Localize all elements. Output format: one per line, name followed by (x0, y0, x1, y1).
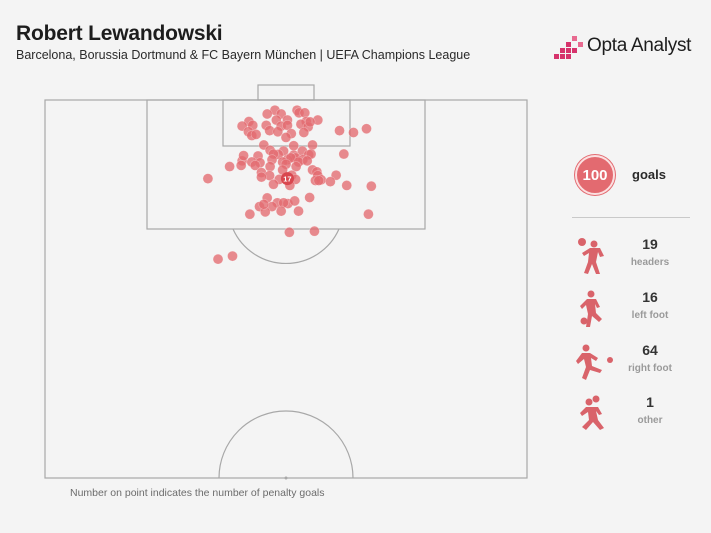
stat-right-foot: 64 right foot (560, 342, 700, 390)
goal-point (338, 148, 350, 160)
goal-point (284, 227, 295, 238)
total-goals-label: goals (632, 167, 666, 182)
goal-point (280, 132, 292, 143)
stat-label: headers (630, 257, 670, 268)
penalty-goals-label: 17 (283, 175, 291, 184)
goal-point (250, 129, 262, 140)
goal-point (264, 161, 276, 172)
brand-mark-icon (554, 36, 583, 59)
goal (257, 84, 315, 101)
stats-panel: 100 goals 19 headers 16 left foot 64 rig… (560, 0, 700, 533)
goal-point (325, 176, 336, 187)
stat-label: right foot (628, 363, 672, 374)
goal-point (238, 150, 249, 161)
centre-circle (218, 410, 354, 479)
stat-left-foot: 16 left foot (560, 289, 700, 337)
goal-point (298, 127, 310, 138)
header-player-icon (578, 238, 604, 274)
stat-value: 16 (642, 289, 658, 305)
penalty-arc (232, 228, 340, 265)
goal-point (202, 173, 214, 184)
pitch-chart: 17 (44, 84, 528, 480)
goal-point (261, 108, 273, 120)
stats-divider (572, 217, 690, 218)
goal-point (268, 178, 279, 190)
goal-point (288, 140, 300, 152)
footnote: Number on point indicates the number of … (70, 487, 325, 499)
goal-point (348, 127, 359, 138)
goal-point (301, 155, 313, 167)
right-foot-player-icon (576, 344, 613, 380)
goal-point (330, 169, 342, 181)
goal-point (212, 253, 224, 265)
goal-point (290, 161, 302, 172)
goal-point (309, 225, 320, 237)
chart-subtitle: Barcelona, Borussia Dortmund & FC Bayern… (16, 48, 471, 62)
goal-point (334, 125, 345, 136)
goal-point (313, 175, 325, 186)
goal-point (258, 199, 270, 210)
goal-point (256, 171, 267, 183)
stat-label: other (637, 415, 663, 426)
stat-value: 1 (646, 394, 654, 410)
goal-point (299, 107, 311, 119)
goal-point (304, 116, 316, 128)
stat-other: 1 other (560, 394, 700, 442)
goal-point (307, 139, 318, 151)
goal-point (304, 192, 315, 203)
goal-point (227, 250, 238, 262)
goal-point (272, 126, 284, 138)
total-goals-badge: 100 (575, 155, 615, 195)
penalty-goals-marker (280, 172, 294, 186)
stat-value: 64 (642, 342, 658, 358)
goal-point (275, 205, 287, 217)
goal-point (363, 208, 374, 220)
other-player-icon (580, 395, 604, 430)
brand-name: Opta Analyst (587, 35, 692, 56)
goal-point (293, 205, 304, 217)
goal-point (341, 180, 353, 191)
goal-point (224, 161, 235, 172)
goal-point (289, 195, 300, 207)
chart-title: Robert Lewandowski (16, 22, 223, 45)
goal-point (366, 180, 377, 192)
goal-point (249, 160, 261, 171)
goal-points: 17 (202, 104, 377, 265)
left-foot-player-icon (580, 290, 602, 327)
goal-point (282, 120, 293, 131)
stat-label: left foot (631, 310, 669, 321)
stat-headers: 19 headers (560, 236, 700, 284)
goal-point (244, 208, 256, 220)
stat-value: 19 (642, 236, 658, 252)
goal-point (361, 123, 372, 135)
centre-spot (284, 476, 288, 480)
goal-point (235, 160, 247, 171)
brand-logo: Opta Analyst (554, 34, 699, 62)
